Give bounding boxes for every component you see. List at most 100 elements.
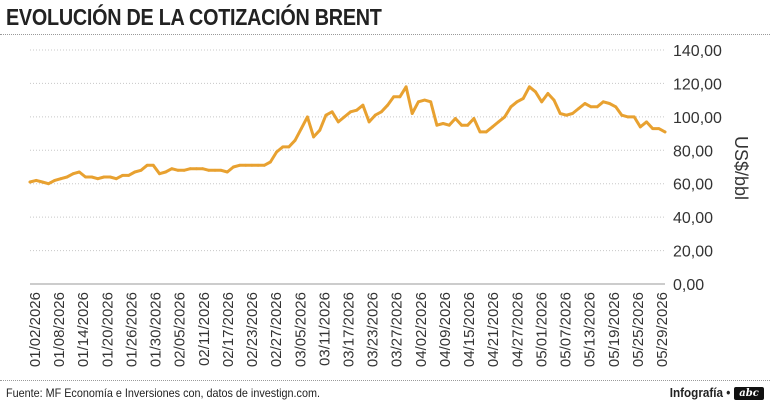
data-point (225, 170, 229, 174)
data-point (96, 177, 100, 181)
data-point (349, 110, 352, 114)
data-point (47, 182, 50, 186)
y-tick-label: 0,00 (673, 277, 704, 294)
data-point (392, 95, 396, 99)
x-tick-label: 02/05/2026 (172, 292, 189, 367)
data-point (195, 167, 198, 171)
data-point (164, 170, 168, 174)
footer-divider (0, 380, 770, 381)
x-tick-label: 03/11/2026 (316, 292, 333, 366)
data-point (121, 174, 124, 177)
source-note: Fuente: MF Economía e Inversiones con, d… (6, 386, 320, 400)
data-point (238, 163, 242, 167)
y-tick-label: 80,00 (673, 143, 713, 160)
data-point (558, 112, 562, 115)
data-point (40, 180, 44, 184)
data-point (84, 175, 87, 179)
x-tick-label: 01/30/2026 (148, 292, 165, 367)
data-point (244, 163, 248, 167)
data-point (65, 175, 69, 179)
x-tick-label: 04/15/2026 (461, 292, 478, 367)
data-point (386, 103, 389, 107)
data-point (404, 85, 408, 89)
data-point (484, 130, 488, 134)
data-point (361, 103, 365, 107)
data-point (53, 179, 57, 182)
data-point (343, 115, 346, 119)
data-point (441, 122, 445, 125)
data-point (71, 172, 75, 176)
data-point (435, 123, 439, 127)
data-point (176, 168, 180, 172)
x-tick-label: 01/26/2026 (124, 292, 141, 367)
data-point (336, 120, 340, 124)
data-point (133, 170, 137, 174)
x-tick-label: 05/13/2026 (582, 292, 599, 367)
x-tick-label: 03/05/2026 (292, 292, 309, 367)
x-tick-label: 01/08/2026 (51, 292, 68, 367)
y-tick-label: 40,00 (673, 210, 713, 227)
data-point (170, 167, 174, 171)
data-point (398, 95, 402, 99)
series-layer (28, 85, 667, 186)
abc-logo: abc (734, 387, 764, 400)
data-point (108, 175, 112, 179)
y-tick-label: 120,00 (673, 76, 722, 93)
x-tick-label: 04/09/2026 (437, 292, 454, 367)
data-point (608, 102, 611, 105)
x-tick-label: 05/25/2026 (630, 292, 647, 367)
data-point (565, 113, 568, 117)
x-tick-label: 04/21/2026 (485, 292, 502, 367)
data-point (423, 98, 426, 102)
data-point (515, 100, 519, 104)
x-tick-label: 03/27/2026 (389, 292, 406, 367)
x-tick-label: 02/11/2026 (196, 292, 213, 366)
data-point (219, 168, 223, 172)
data-point (306, 115, 309, 119)
data-point (645, 120, 648, 124)
data-point (589, 105, 593, 109)
data-point (77, 170, 81, 174)
data-point (626, 115, 630, 119)
data-point (102, 175, 106, 179)
x-tick-label: 03/23/2026 (365, 292, 382, 367)
data-point (330, 110, 334, 114)
data-point (620, 113, 624, 117)
data-point (577, 107, 581, 110)
data-point (454, 117, 457, 120)
x-tick-label: 05/01/2026 (533, 292, 550, 367)
y-tick-label: 60,00 (673, 177, 713, 194)
data-point (552, 98, 556, 102)
data-point (528, 85, 531, 89)
data-point (657, 127, 661, 130)
data-point (59, 177, 63, 181)
x-tick-label: 02/23/2026 (244, 292, 261, 367)
y-axis-tick-labels: 0,00 20,00 40,00 60,00 80,00 100,00 120,00 140,… (673, 43, 722, 294)
data-point (478, 130, 482, 134)
x-tick-label: 04/02/2026 (413, 292, 430, 367)
data-point (114, 177, 118, 181)
x-tick-label: 02/17/2026 (220, 292, 237, 367)
data-point (509, 105, 513, 109)
data-point (651, 127, 655, 130)
x-tick-label: 02/27/2026 (268, 292, 285, 367)
data-point (601, 100, 605, 104)
data-point (250, 163, 254, 167)
x-tick-label: 01/14/2026 (75, 292, 92, 367)
x-tick-label: 01/20/2026 (99, 292, 116, 367)
data-point (127, 174, 130, 177)
x-tick-label: 05/07/2026 (558, 292, 575, 367)
data-point (632, 115, 636, 119)
data-point (429, 100, 433, 104)
data-point (355, 108, 359, 112)
data-point (410, 112, 414, 115)
data-point (367, 120, 371, 124)
chart-title: EVOLUCIÓN DE LA COTIZACIÓN BRENT (6, 4, 382, 30)
data-point (256, 163, 260, 167)
grid-lines (30, 49, 665, 285)
data-point (151, 163, 155, 167)
data-point (466, 123, 470, 127)
data-point (312, 135, 315, 139)
data-point (281, 145, 285, 149)
data-point (158, 172, 161, 176)
